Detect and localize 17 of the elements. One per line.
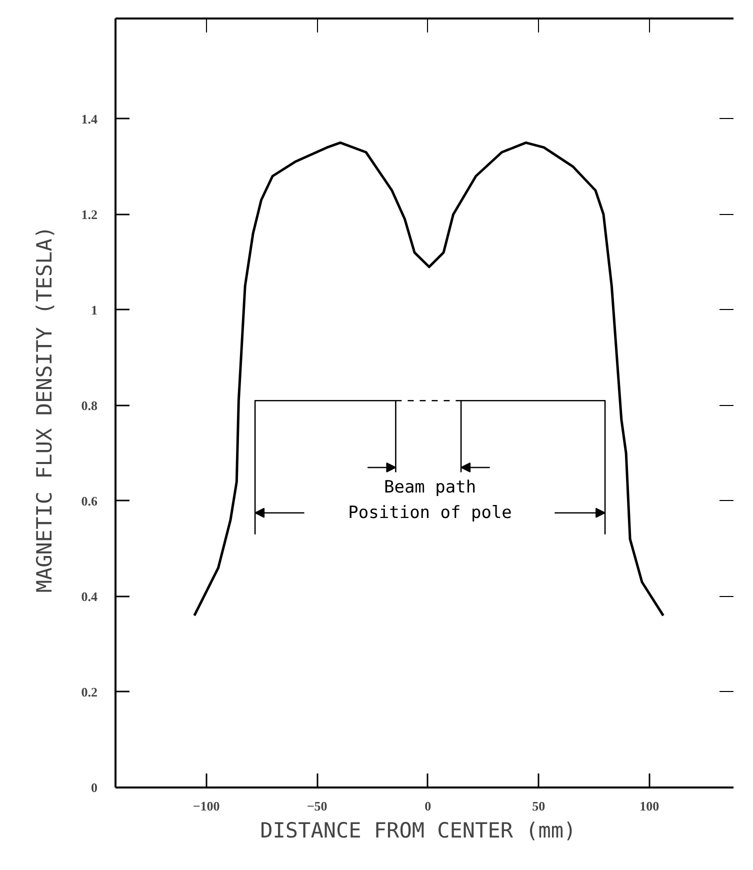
y-tick-label: 0.2: [81, 684, 98, 700]
x-tick-label: 0: [424, 798, 432, 814]
y-tick-label: 1: [91, 302, 98, 318]
y-tick-label: 0.4: [81, 588, 98, 604]
x-tick-label: −100: [192, 798, 220, 814]
x-tick-label: 100: [640, 798, 660, 814]
y-tick-label: 0: [91, 780, 98, 795]
y-tick-label: 1.4: [81, 111, 98, 126]
y-tick-label: 1.2: [81, 206, 98, 222]
x-tick-label: 50: [532, 798, 546, 814]
annotation: Beam path: [384, 478, 476, 498]
x-tick-label: −50: [306, 798, 328, 814]
y-tick-label: 0.6: [81, 493, 98, 508]
y-tick-label: 0.8: [81, 398, 98, 413]
annotation: Position of pole: [348, 502, 512, 523]
y-axis-title: MAGNETIC FLUX DENSITY (TESLA): [32, 226, 56, 593]
x-axis-title: DISTANCE FROM CENTER (mm): [260, 818, 576, 842]
